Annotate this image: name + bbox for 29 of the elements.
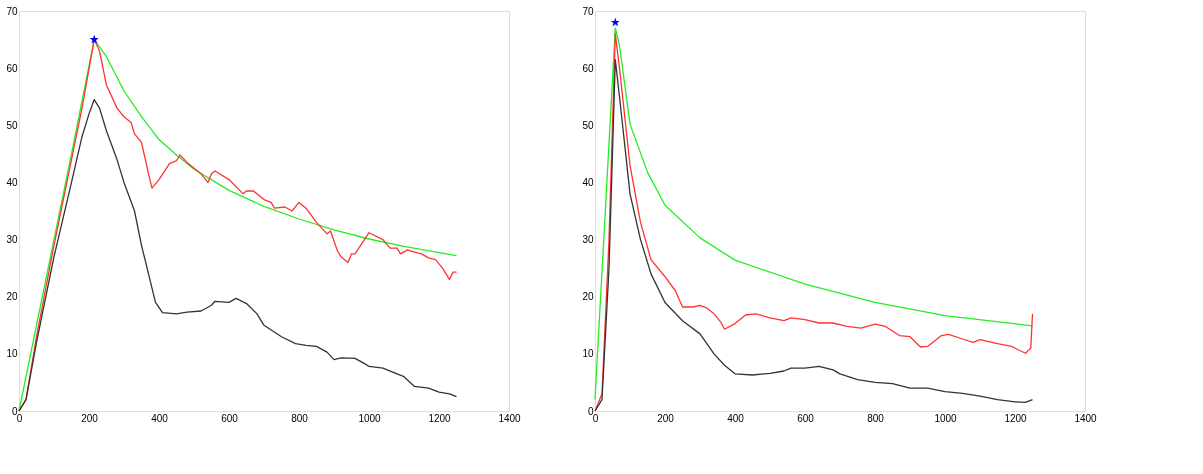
y-tick-label: 50	[582, 119, 594, 131]
line-series	[18, 98, 458, 412]
y-tick-label: 10	[6, 348, 18, 360]
x-tick-label: 200	[657, 412, 675, 424]
x-tick-label: 1000	[934, 412, 958, 424]
x-tick-label: 800	[867, 412, 885, 424]
x-tick-label: 1200	[428, 412, 452, 424]
y-tick-label: 20	[582, 291, 594, 303]
x-tick-label: 1200	[1004, 412, 1028, 424]
x-tick-label: 400	[727, 412, 745, 424]
y-tick-label: 30	[6, 234, 18, 246]
x-tick-label: 1000	[358, 412, 382, 424]
y-tick-label: 60	[582, 62, 594, 74]
y-tick-label: 20	[6, 291, 18, 303]
y-tick-label: 30	[582, 234, 594, 246]
y-tick-label: 70	[582, 5, 594, 17]
y-tick-label: 50	[6, 119, 18, 131]
y-tick-label: 10	[582, 348, 594, 360]
x-tick-label: 1400	[498, 412, 522, 424]
y-tick-label: 40	[582, 176, 594, 188]
x-tick-label: 600	[221, 412, 239, 424]
y-tick-label: 40	[6, 176, 18, 188]
x-tick-label: 800	[291, 412, 309, 424]
x-tick-label: 200	[81, 412, 99, 424]
y-tick-label: 60	[6, 62, 18, 74]
x-tick-label: 600	[797, 412, 815, 424]
x-tick-label: 400	[151, 412, 169, 424]
x-tick-label: 1400	[1074, 412, 1098, 424]
y-tick-label: 70	[6, 5, 18, 17]
